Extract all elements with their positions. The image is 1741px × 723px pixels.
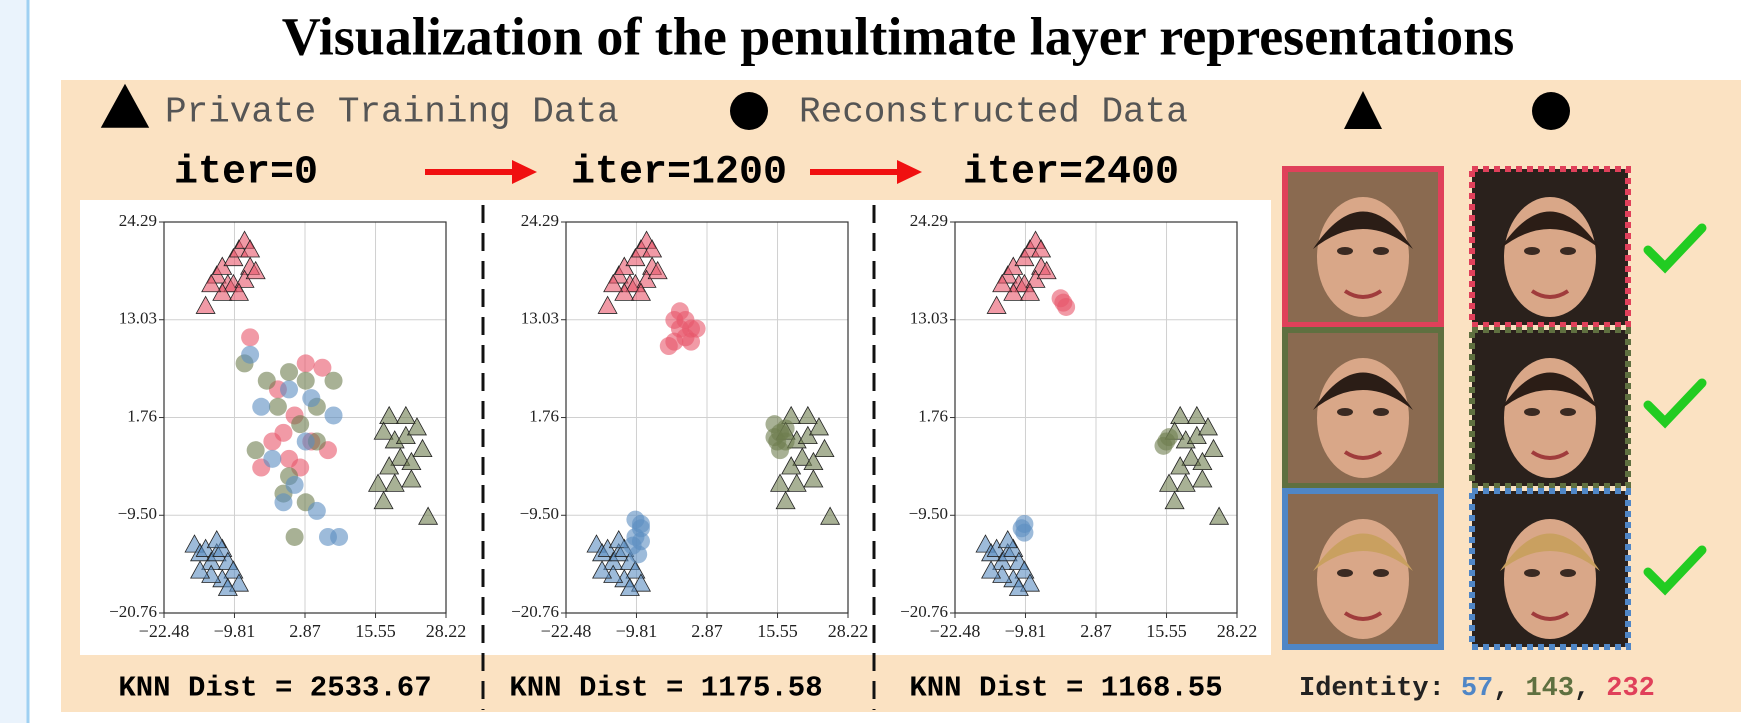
y-tick-label: −9.50 bbox=[118, 504, 157, 523]
chart-title: iter=0 bbox=[174, 151, 318, 196]
point bbox=[297, 372, 315, 390]
point bbox=[297, 354, 315, 372]
identity-separator: , bbox=[1574, 674, 1590, 704]
x-tick-label: 28.22 bbox=[828, 621, 869, 641]
x-tick-label: −22.48 bbox=[541, 621, 592, 641]
eye bbox=[1337, 408, 1353, 416]
side-strip bbox=[0, 0, 28, 723]
point bbox=[629, 545, 647, 563]
eye bbox=[1373, 569, 1389, 577]
y-tick-label: 13.03 bbox=[521, 309, 559, 328]
y-tick-label: −9.50 bbox=[520, 504, 559, 523]
chart-title: iter=1200 bbox=[571, 151, 787, 196]
figure-title: Visualization of the penultimate layer r… bbox=[282, 6, 1514, 66]
legend-label: Private Training Data bbox=[165, 92, 619, 133]
chart-caption: KNN Dist = 1175.58 bbox=[509, 672, 822, 705]
point bbox=[241, 346, 259, 364]
y-tick-label: 24.29 bbox=[910, 211, 948, 230]
x-tick-label: 15.55 bbox=[757, 621, 798, 641]
point bbox=[1154, 437, 1172, 455]
x-tick-label: 28.22 bbox=[1217, 621, 1258, 641]
legend-marker bbox=[730, 92, 768, 130]
y-tick-label: −20.76 bbox=[109, 602, 157, 621]
face-image bbox=[1472, 491, 1628, 647]
x-tick-label: −22.48 bbox=[139, 621, 190, 641]
y-tick-label: −20.76 bbox=[511, 602, 559, 621]
column-header-circle bbox=[1532, 92, 1570, 130]
point bbox=[258, 372, 276, 390]
identity-id: 232 bbox=[1606, 674, 1655, 704]
chart-title: iter=2400 bbox=[963, 151, 1179, 196]
eye bbox=[1560, 408, 1576, 416]
eye bbox=[1337, 247, 1353, 255]
eye bbox=[1560, 569, 1576, 577]
x-tick-label: 2.87 bbox=[289, 621, 321, 641]
point bbox=[660, 337, 678, 355]
point bbox=[274, 424, 292, 442]
point bbox=[688, 320, 706, 338]
point bbox=[286, 476, 304, 494]
legend-label: Reconstructed Data bbox=[799, 92, 1188, 133]
identity-id: 143 bbox=[1525, 674, 1574, 704]
y-tick-label: 13.03 bbox=[910, 309, 948, 328]
y-tick-label: −9.50 bbox=[909, 504, 948, 523]
point bbox=[325, 372, 343, 390]
point bbox=[280, 363, 298, 381]
chart-caption: KNN Dist = 2533.67 bbox=[118, 672, 431, 705]
point bbox=[280, 380, 298, 398]
point bbox=[330, 528, 348, 546]
y-tick-label: 13.03 bbox=[119, 309, 157, 328]
x-tick-label: 28.22 bbox=[426, 621, 467, 641]
identity-id: 57 bbox=[1461, 674, 1493, 704]
point bbox=[297, 432, 315, 450]
point bbox=[632, 515, 650, 533]
point bbox=[274, 493, 292, 511]
point bbox=[325, 406, 343, 424]
x-tick-label: 2.87 bbox=[691, 621, 723, 641]
point bbox=[308, 502, 326, 520]
point bbox=[269, 398, 287, 416]
point bbox=[252, 398, 270, 416]
eye bbox=[1524, 569, 1540, 577]
point bbox=[671, 302, 689, 320]
face-image bbox=[1472, 330, 1628, 486]
x-tick-label: −9.81 bbox=[616, 621, 658, 641]
point bbox=[302, 389, 320, 407]
point bbox=[777, 432, 795, 450]
x-tick-label: 15.55 bbox=[355, 621, 396, 641]
x-tick-label: −22.48 bbox=[930, 621, 981, 641]
eye bbox=[1524, 247, 1540, 255]
point bbox=[286, 528, 304, 546]
eye bbox=[1524, 408, 1540, 416]
face-image bbox=[1285, 491, 1441, 647]
eye bbox=[1337, 569, 1353, 577]
eye bbox=[1373, 247, 1389, 255]
point bbox=[291, 415, 309, 433]
point bbox=[1013, 519, 1031, 537]
point bbox=[263, 450, 281, 468]
face-image bbox=[1285, 169, 1441, 325]
y-tick-label: 24.29 bbox=[521, 211, 559, 230]
x-tick-label: −9.81 bbox=[1005, 621, 1047, 641]
face-image bbox=[1285, 330, 1441, 486]
x-tick-label: 2.87 bbox=[1080, 621, 1112, 641]
identity-label: Identity: bbox=[1299, 674, 1445, 704]
point bbox=[1052, 289, 1070, 307]
chart-caption: KNN Dist = 1168.55 bbox=[909, 672, 1222, 705]
y-tick-label: 1.76 bbox=[918, 406, 948, 425]
y-tick-label: 24.29 bbox=[119, 211, 157, 230]
face-image bbox=[1472, 169, 1628, 325]
figure: Visualization of the penultimate layer r… bbox=[0, 0, 1741, 723]
y-tick-label: 1.76 bbox=[529, 406, 559, 425]
point bbox=[241, 328, 259, 346]
identity-separator: , bbox=[1493, 674, 1509, 704]
y-tick-label: −20.76 bbox=[900, 602, 948, 621]
eye bbox=[1373, 408, 1389, 416]
eye bbox=[1560, 247, 1576, 255]
x-tick-label: −9.81 bbox=[214, 621, 256, 641]
point bbox=[247, 441, 265, 459]
x-tick-label: 15.55 bbox=[1146, 621, 1187, 641]
y-tick-label: 1.76 bbox=[127, 406, 157, 425]
